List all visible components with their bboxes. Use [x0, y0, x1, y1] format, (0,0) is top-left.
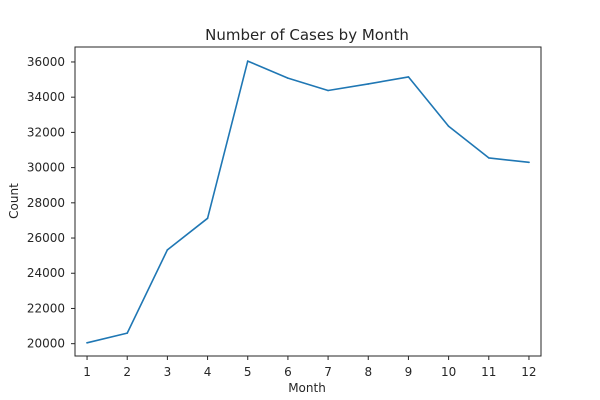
data-point — [407, 76, 410, 78]
x-tick-label: 8 — [364, 365, 372, 379]
x-tick-label: 11 — [481, 365, 496, 379]
data-point — [126, 332, 129, 334]
data-point — [206, 217, 209, 220]
data-point — [166, 249, 169, 251]
data-point — [327, 89, 329, 92]
y-tick-label: 26000 — [27, 231, 65, 245]
axis-ticks: 1 2 3 4 5 6 7 8 9 10 11 122000022000240002600028000… — [27, 55, 537, 379]
y-tick-label: 22000 — [27, 301, 65, 315]
x-tick-label: 10 — [441, 365, 456, 379]
x-tick-label: 2 — [123, 365, 131, 379]
x-tick-label: 5 — [244, 365, 252, 379]
x-tick-label: 9 — [405, 365, 413, 379]
x-tick-label: 12 — [521, 365, 536, 379]
x-tick-label: 1 — [83, 365, 91, 379]
data-point — [528, 161, 530, 164]
x-axis-label: Month — [288, 381, 326, 395]
x-tick-label: 3 — [164, 365, 172, 379]
chart-title: Number of Cases by Month — [205, 26, 409, 44]
data-point — [86, 341, 88, 344]
data-point — [287, 77, 289, 79]
data-point — [447, 125, 450, 128]
y-tick-label: 36000 — [27, 55, 65, 69]
series-layer — [86, 60, 530, 344]
x-tick-label: 6 — [284, 365, 292, 379]
y-tick-label: 24000 — [27, 266, 65, 280]
y-tick-label: 34000 — [27, 90, 65, 104]
data-point — [367, 83, 370, 85]
y-tick-label: 20000 — [27, 337, 65, 351]
series-line — [86, 60, 530, 344]
x-tick-label: 4 — [204, 365, 212, 379]
y-tick-label: 28000 — [27, 196, 65, 210]
data-point — [487, 157, 490, 159]
plot-frame — [74, 46, 542, 357]
y-tick-label: 30000 — [27, 161, 65, 175]
y-tick-label: 32000 — [27, 125, 65, 139]
y-axis-label: Count — [7, 183, 21, 219]
x-tick-label: 7 — [324, 365, 332, 379]
data-point — [246, 60, 249, 62]
